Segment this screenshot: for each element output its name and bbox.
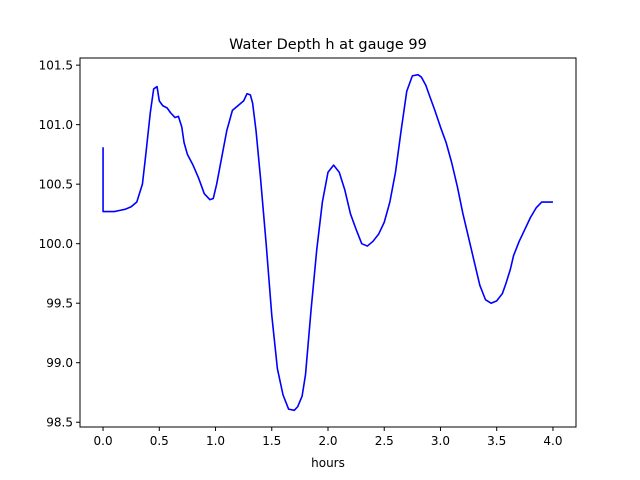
plot-frame (79, 57, 577, 428)
x-tick-label: 0.5 (150, 434, 169, 448)
y-axis: 98.5 99.0 99.5 100.0 100.5 101.0 101.5 (39, 59, 80, 430)
y-tick-label: 99.0 (46, 356, 73, 370)
x-tick-label: 1.0 (206, 434, 225, 448)
y-tick-label: 98.5 (46, 416, 73, 430)
series-layer (102, 73, 553, 412)
x-axis-title: hours (311, 456, 345, 470)
x-tick-label: 3.0 (431, 434, 450, 448)
x-tick-label: 0.0 (94, 434, 113, 448)
x-tick-label: 2.5 (375, 434, 394, 448)
y-tick-label: 101.0 (39, 118, 73, 132)
x-tick-label: 3.5 (487, 434, 506, 448)
chart-title: Water Depth h at gauge 99 (229, 37, 427, 53)
x-tick-label: 2.0 (318, 434, 337, 448)
x-axis: 0.0 0.5 1.0 1.5 2.0 2.5 3.0 3.5 4.0 (94, 427, 562, 448)
x-tick-label: 4.0 (543, 434, 562, 448)
series-line-0 (102, 73, 553, 412)
y-tick-label: 101.5 (39, 59, 73, 73)
x-tick-label: 1.5 (262, 434, 281, 448)
y-tick-label: 100.0 (39, 237, 73, 251)
y-tick-label: 100.5 (39, 178, 73, 192)
y-tick-label: 99.5 (46, 297, 73, 311)
